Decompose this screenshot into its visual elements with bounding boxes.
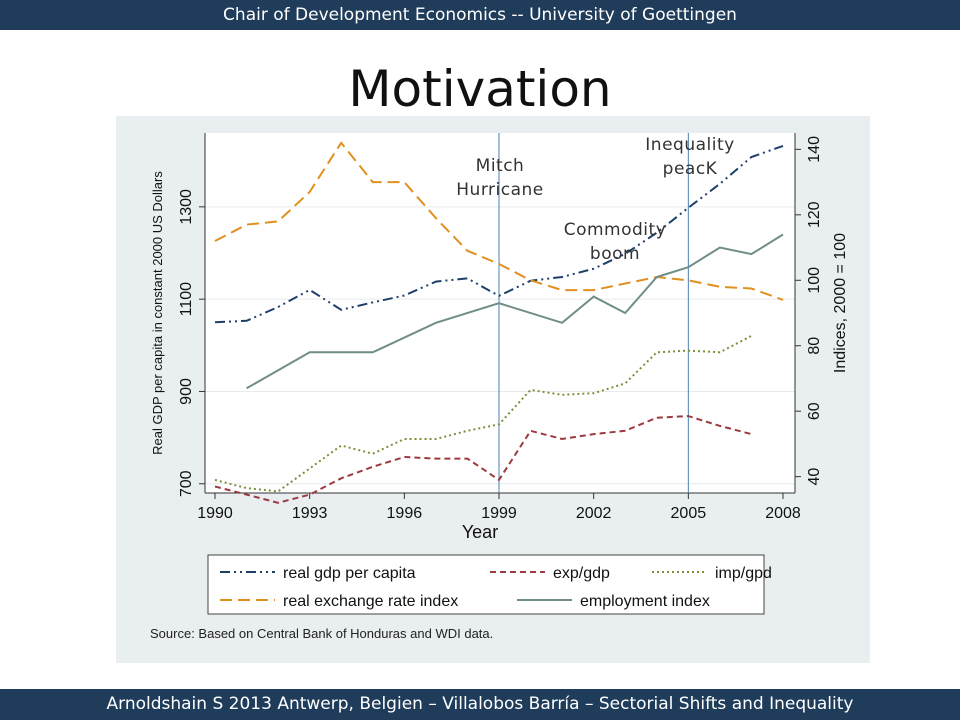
- annotation-mitch-line2: Hurricane: [456, 180, 544, 200]
- y-right-tick-label: 40: [806, 468, 823, 486]
- y-left-tick-label: 1100: [178, 282, 195, 317]
- y-right-tick-label: 120: [806, 201, 823, 228]
- x-tick-label: 2008: [765, 505, 801, 522]
- footer-text: Arnoldshain S 2013 Antwerp, Belgien – Vi…: [106, 694, 854, 714]
- annotation-commodity-line2: boom: [589, 244, 641, 264]
- x-axis-label: Year: [462, 522, 498, 542]
- y-left-tick-label: 900: [178, 378, 195, 405]
- x-tick-label: 1990: [197, 505, 233, 522]
- plot-region: [205, 133, 795, 493]
- series-line-real-gdp-per-capita: [214, 144, 784, 324]
- legend-label: exp/gdp: [553, 565, 610, 582]
- header-bar: Chair of Development Economics -- Univer…: [0, 0, 960, 30]
- x-tick-label: 1993: [292, 505, 328, 522]
- x-tick-label: 1999: [481, 505, 517, 522]
- source-note: Source: Based on Central Bank of Hondura…: [150, 626, 494, 641]
- legend-label: real exchange rate index: [283, 593, 458, 610]
- annotation-inequality-line1: Inequality: [645, 135, 735, 155]
- x-tick-label: 2002: [576, 505, 612, 522]
- annotation-mitch-hurricane: Mitch Hurricane: [450, 154, 550, 202]
- series-line-employment-index: [246, 233, 784, 390]
- y-right-tick-label: 100: [806, 267, 823, 294]
- y-right-tick-label: 140: [806, 136, 823, 163]
- series-line-imp-gpd: [214, 335, 752, 493]
- series-line-exp-gdp: [214, 415, 752, 504]
- footer-bar: Arnoldshain S 2013 Antwerp, Belgien – Vi…: [0, 689, 960, 720]
- y-left-tick-label: 1300: [178, 189, 195, 225]
- x-tick-label: 2005: [671, 505, 707, 522]
- annotation-commodity-boom: Commodity boom: [550, 218, 680, 266]
- y-right-tick-label: 60: [806, 402, 823, 420]
- legend-label: imp/gpd: [715, 565, 772, 582]
- header-text: Chair of Development Economics -- Univer…: [223, 5, 737, 25]
- slide-title: Motivation: [348, 60, 612, 118]
- annotation-mitch-line1: Mitch: [475, 156, 525, 176]
- y-right-axis-label: Indices, 2000 = 100: [832, 233, 849, 373]
- y-left-tick-label: 700: [178, 470, 195, 497]
- legend-label: real gdp per capita: [283, 565, 416, 582]
- y-left-axis-label: Real GDP per capita in constant 2000 US …: [150, 171, 165, 455]
- annotation-inequality-peak: Inequality peacK: [630, 133, 750, 181]
- x-tick-label: 1996: [387, 505, 423, 522]
- annotation-inequality-line2: peacK: [662, 159, 718, 179]
- series-line-real-exchange-rate-index: [214, 141, 784, 301]
- legend-box: [207, 554, 765, 615]
- y-right-tick-label: 80: [806, 337, 823, 355]
- legend-label: employment index: [580, 593, 710, 610]
- annotation-commodity-line1: Commodity: [563, 220, 667, 240]
